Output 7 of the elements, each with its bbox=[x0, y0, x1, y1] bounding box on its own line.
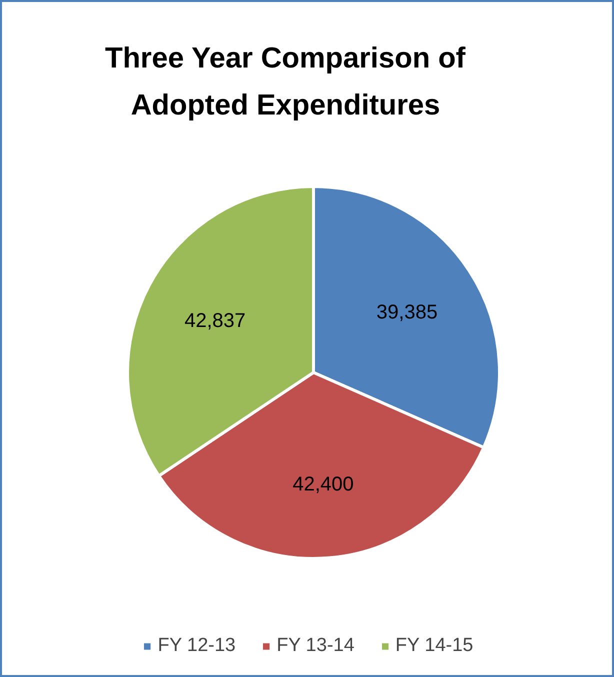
chart-title: Three Year Comparison of Adopted Expenditures bbox=[105, 42, 466, 122]
data-label: 39,385 bbox=[376, 302, 438, 324]
data-label: 42,837 bbox=[184, 310, 246, 332]
legend-label: FY 14-15 bbox=[395, 635, 474, 657]
legend-label: FY 12-13 bbox=[158, 635, 236, 657]
legend-label: FY 13-14 bbox=[276, 635, 354, 657]
data-label: 42,400 bbox=[292, 474, 354, 496]
